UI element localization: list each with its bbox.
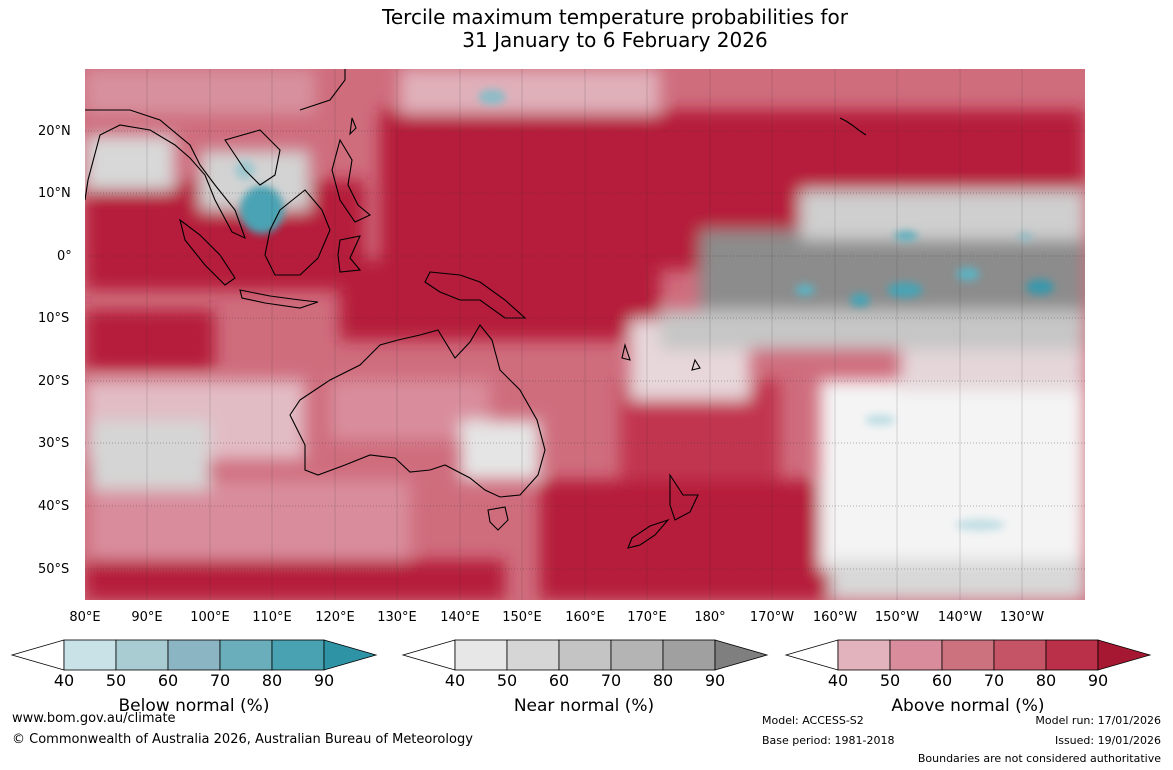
lat-label-30s: 30°S	[38, 436, 70, 451]
lon-label-90e: 90°E	[131, 610, 163, 625]
above-colorbar-segment	[941, 639, 995, 671]
copyright-text: © Commonwealth of Australia 2026, Austra…	[12, 732, 473, 747]
colorbar-above-normal	[784, 639, 1152, 671]
lon-label-150w: 150°W	[874, 610, 920, 625]
lat-label-20s: 20°S	[38, 374, 70, 389]
above-tick-90: 90	[1087, 671, 1109, 690]
below-normal-title: Below normal (%)	[118, 696, 270, 716]
model-run-text: Model run: 17/01/2026	[1035, 714, 1161, 727]
lon-label-170w: 170°W	[749, 610, 795, 625]
base-period-text: Base period: 1981-2018	[762, 734, 895, 747]
lon-label-150e: 150°E	[502, 610, 542, 625]
lat-label-40s: 40°S	[38, 499, 70, 514]
lon-label-130e: 130°E	[377, 610, 417, 625]
below-colorbar-segment	[167, 639, 221, 671]
below-colorbar-segment	[63, 639, 117, 671]
lon-label-160w: 160°W	[812, 610, 858, 625]
map-title-line-2: 31 January to 6 February 2026	[462, 28, 768, 52]
above-colorbar-segment	[993, 639, 1047, 671]
lon-label-140w: 140°W	[937, 610, 983, 625]
lon-label-80e: 80°E	[69, 610, 101, 625]
lon-label-170e: 170°E	[627, 610, 667, 625]
lon-label-180: 180°	[694, 610, 726, 625]
lon-label-160e: 160°E	[565, 610, 605, 625]
near-tick-50: 50	[496, 671, 518, 690]
above-normal-title: Above normal (%)	[891, 696, 1045, 716]
near-tick-70: 70	[600, 671, 622, 690]
above-tick-70: 70	[983, 671, 1005, 690]
near-tick-90: 90	[704, 671, 726, 690]
issued-text: Issued: 19/01/2026	[1054, 734, 1161, 747]
lon-label-100e: 100°E	[190, 610, 230, 625]
below-colorbar-segment	[271, 639, 325, 671]
lat-label-10s: 10°S	[38, 311, 70, 326]
model-text: Model: ACCESS-S2	[762, 714, 864, 727]
below-colorbar-segment	[115, 639, 169, 671]
below-colorbar-segment	[219, 639, 273, 671]
colorbar-near-normal	[401, 639, 769, 671]
lon-label-140e: 140°E	[440, 610, 480, 625]
near-colorbar-segment	[662, 639, 716, 671]
above-tick-60: 60	[931, 671, 953, 690]
lon-label-110e: 110°E	[252, 610, 292, 625]
above-colorbar-segment	[837, 639, 891, 671]
website-link[interactable]: www.bom.gov.au/climate	[12, 711, 176, 726]
lat-label-50s: 50°S	[38, 562, 70, 577]
near-normal-title: Near normal (%)	[513, 696, 655, 716]
near-tick-40: 40	[444, 671, 466, 690]
near-colorbar-segment	[506, 639, 560, 671]
near-colorbar-segment	[454, 639, 508, 671]
map-title-line-1: Tercile maximum temperature probabilitie…	[382, 5, 848, 29]
above-colorbar-segment	[889, 639, 943, 671]
above-colorbar-segment	[1045, 639, 1099, 671]
below-tick-90: 90	[313, 671, 335, 690]
above-colorbar-lower-extend	[784, 639, 839, 671]
below-tick-40: 40	[53, 671, 75, 690]
near-tick-60: 60	[548, 671, 570, 690]
below-tick-70: 70	[209, 671, 231, 690]
above-tick-80: 80	[1035, 671, 1057, 690]
above-colorbar-upper-extend	[1097, 639, 1152, 671]
below-tick-80: 80	[261, 671, 283, 690]
probability-field	[85, 69, 1085, 600]
near-colorbar-segment	[610, 639, 664, 671]
lat-label-equator: 0°	[57, 249, 72, 264]
near-colorbar-upper-extend	[714, 639, 769, 671]
near-colorbar-segment	[558, 639, 612, 671]
colorbar-below-normal	[10, 639, 378, 671]
below-colorbar-lower-extend	[10, 639, 65, 671]
lat-label-20n: 20°N	[38, 124, 71, 139]
lon-label-130w: 130°W	[999, 610, 1045, 625]
below-tick-60: 60	[157, 671, 179, 690]
near-tick-80: 80	[652, 671, 674, 690]
lat-label-10n: 10°N	[38, 186, 71, 201]
below-colorbar-upper-extend	[323, 639, 378, 671]
lon-label-120e: 120°E	[315, 610, 355, 625]
disclaimer-text: Boundaries are not considered authoritat…	[917, 752, 1161, 765]
below-tick-50: 50	[105, 671, 127, 690]
above-tick-50: 50	[879, 671, 901, 690]
near-colorbar-lower-extend	[401, 639, 456, 671]
above-tick-40: 40	[827, 671, 849, 690]
